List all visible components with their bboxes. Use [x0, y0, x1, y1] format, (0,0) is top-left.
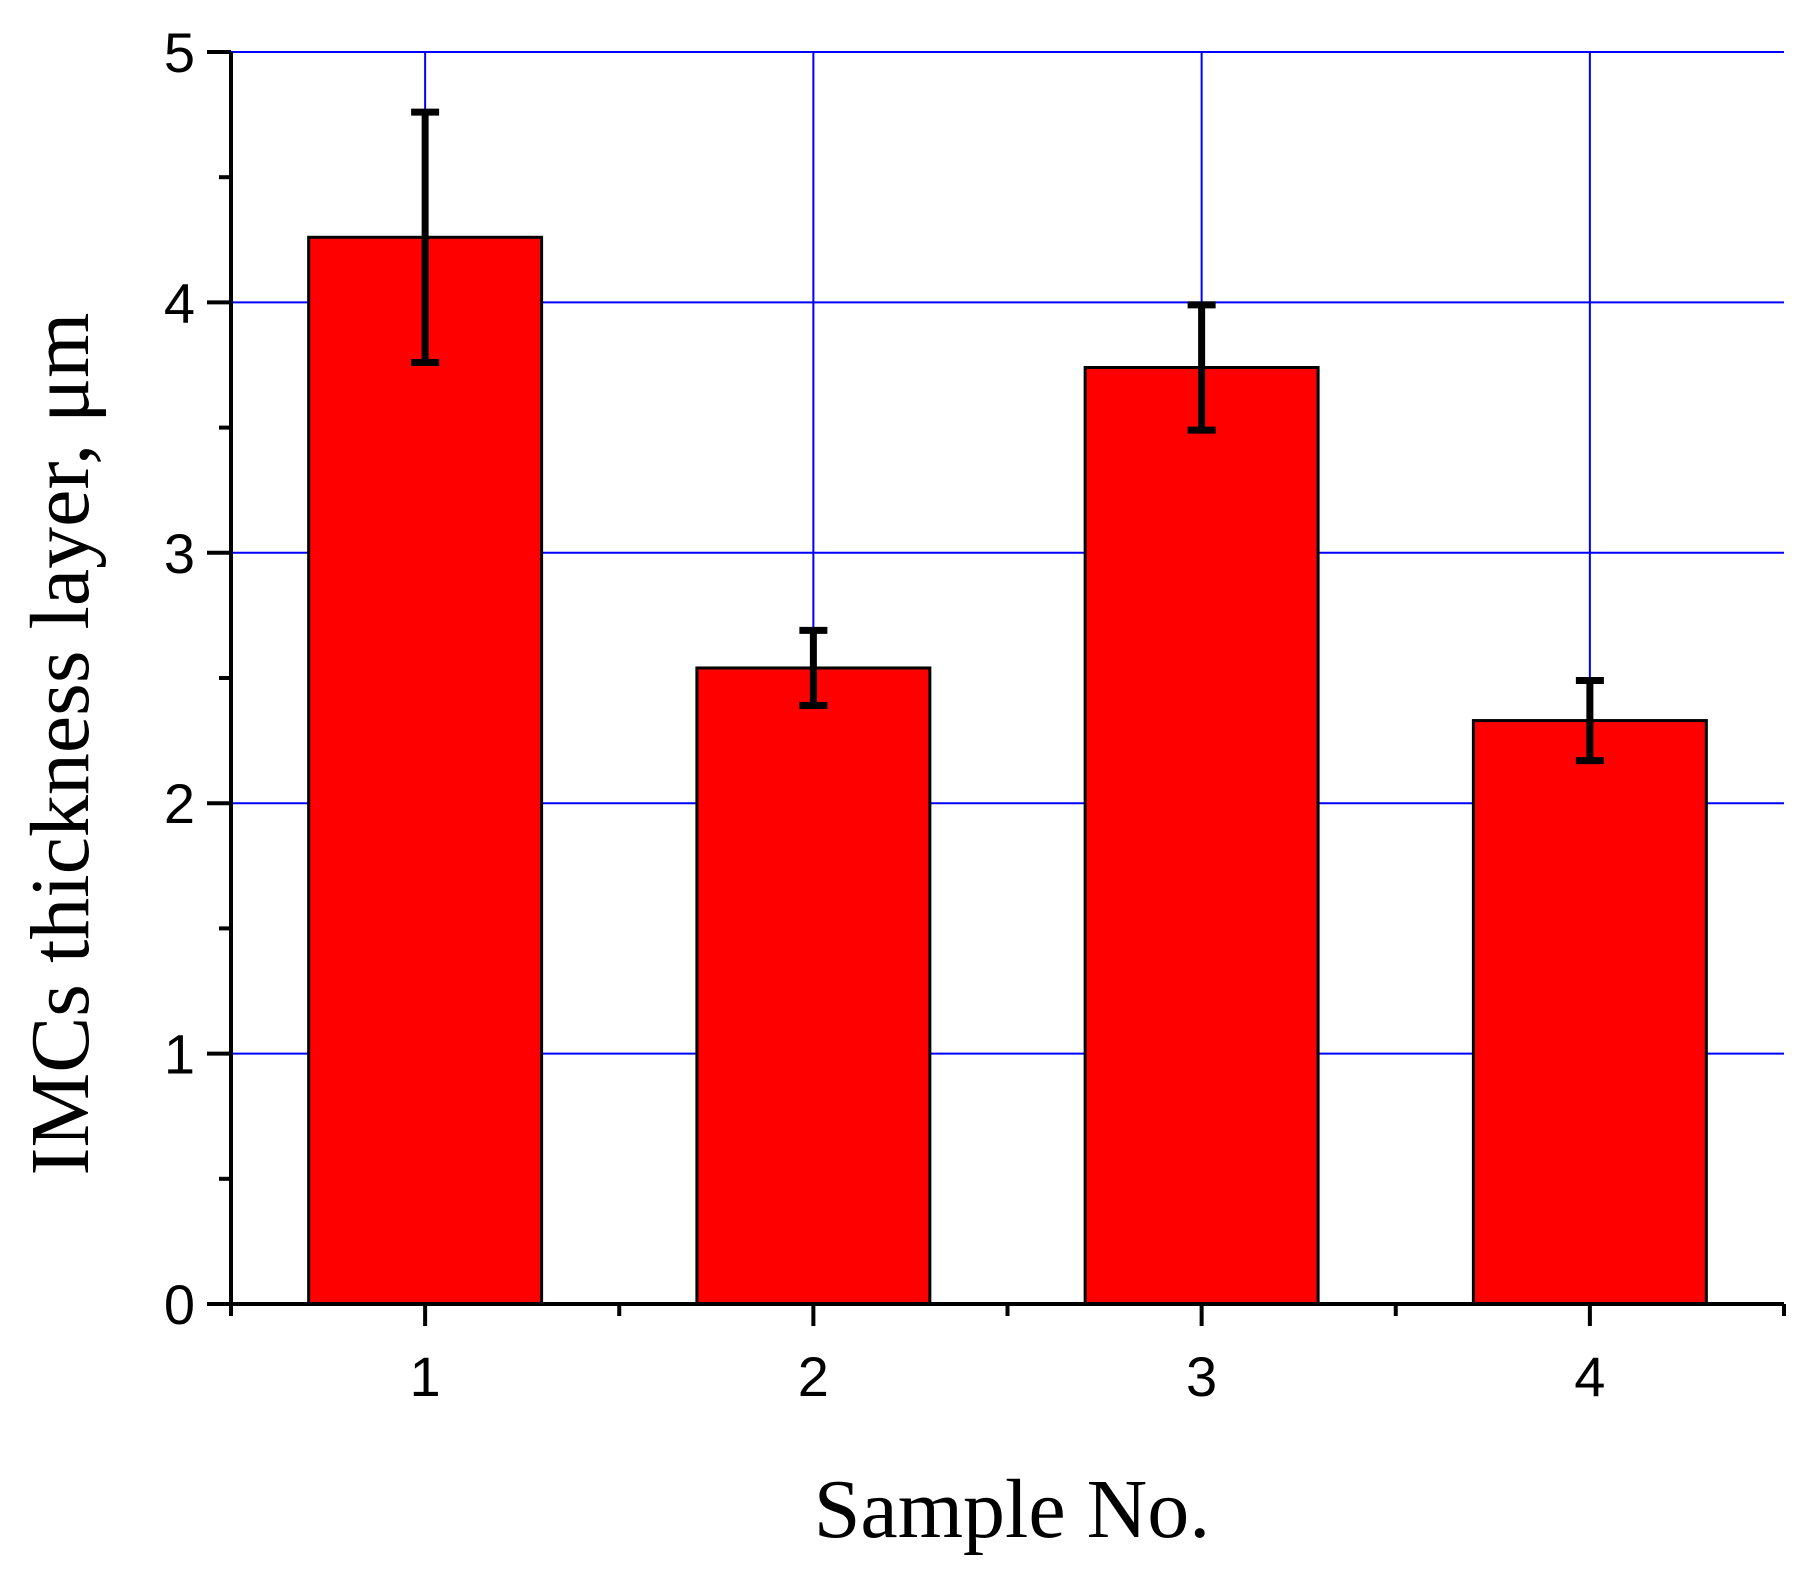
x-tick-label: 1: [410, 1345, 441, 1408]
bar: [307, 235, 544, 1306]
x-tick-label: 3: [1186, 1345, 1217, 1408]
x-tick-label: 2: [798, 1345, 829, 1408]
y-tick-label: 5: [164, 21, 195, 84]
x-axis-title: Sample No.: [814, 1463, 1211, 1556]
y-axis-title: IMCs thickness layer, μm: [14, 313, 107, 1176]
y-tick-label: 4: [164, 271, 195, 334]
bar: [1471, 719, 1708, 1306]
y-tick-label: 1: [164, 1023, 195, 1086]
x-tick-label: 4: [1574, 1345, 1605, 1408]
y-tick-label: 2: [164, 772, 195, 835]
y-tick-label: 3: [164, 522, 195, 585]
bar-layer: [307, 235, 1708, 1306]
bar: [1083, 366, 1320, 1306]
tick-label-layer: 0 1 2 3 4 5 1 2 3 4: [164, 21, 1606, 1408]
bar: [695, 666, 932, 1306]
error-bar-layer: [411, 108, 1604, 765]
y-tick-label: 0: [164, 1273, 195, 1336]
axis-layer: [207, 50, 1786, 1326]
